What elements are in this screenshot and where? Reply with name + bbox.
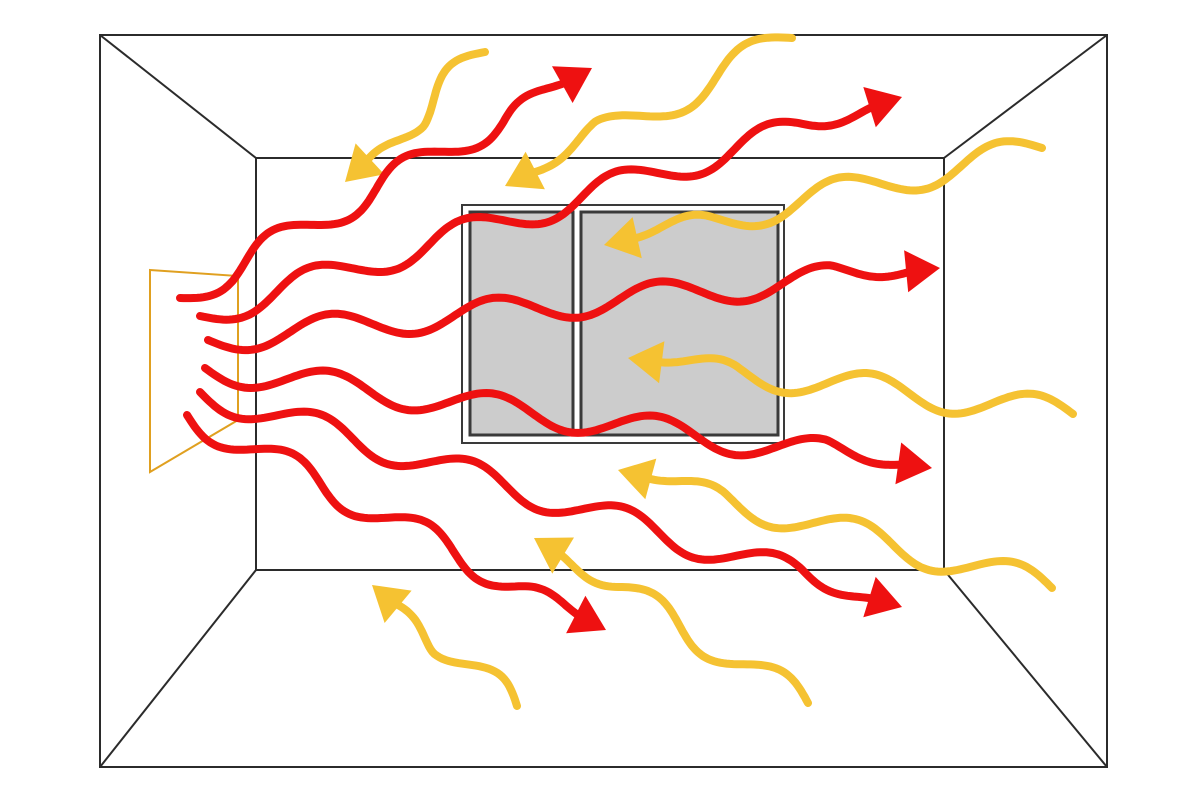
cold-wave-arrow-5-head xyxy=(618,458,657,500)
cold-wave-arrow-7-head xyxy=(372,585,412,623)
heat-wave-arrow-4 xyxy=(201,364,911,469)
window-outer-frame xyxy=(461,204,785,444)
cold-wave-arrow-1-head xyxy=(345,143,385,182)
back-wall xyxy=(255,157,945,571)
room-outer-frame xyxy=(99,34,1108,768)
cold-wave-arrow-3-head xyxy=(604,217,642,259)
heat-wave-arrow-6-head xyxy=(566,595,606,634)
cold-waves xyxy=(345,33,1077,710)
cold-wave-arrow-6 xyxy=(551,547,812,707)
heat-wave-arrow-5-head xyxy=(863,576,902,618)
corner-line-bottom-right xyxy=(943,569,1108,768)
window-pane-right xyxy=(579,210,780,437)
heat-wave-arrow-4-head xyxy=(895,442,932,485)
cold-wave-arrow-5 xyxy=(638,472,1056,592)
cold-wave-arrow-2-head xyxy=(505,151,545,190)
window xyxy=(461,204,785,444)
window-pane-left xyxy=(468,210,575,437)
cold-wave-arrow-2 xyxy=(523,33,796,179)
cold-wave-arrow-6-head xyxy=(534,537,574,574)
heat-wave-arrow-5 xyxy=(196,388,882,604)
heat-waves xyxy=(176,66,940,634)
corner-line-top-left xyxy=(99,34,257,159)
cold-wave-arrow-1 xyxy=(359,48,489,169)
heat-wave-arrow-3-head xyxy=(904,250,940,293)
room-outline xyxy=(99,34,1108,768)
cold-wave-arrow-7 xyxy=(387,597,521,710)
heat-wave-arrow-1 xyxy=(176,76,574,303)
heat-wave-arrow-6 xyxy=(183,411,588,623)
cold-wave-arrow-4-head xyxy=(628,341,665,384)
heat-wave-arrow-2-head xyxy=(863,87,902,128)
heat-wave-arrow-3 xyxy=(204,261,919,355)
corner-line-bottom-left xyxy=(99,569,257,768)
heat-wave-arrow-1-head xyxy=(552,66,592,103)
cold-wave-arrow-4 xyxy=(649,354,1077,418)
corner-line-top-right xyxy=(943,34,1108,159)
heat-wave-arrow-2 xyxy=(196,100,882,324)
cold-wave-arrow-3 xyxy=(624,137,1046,244)
